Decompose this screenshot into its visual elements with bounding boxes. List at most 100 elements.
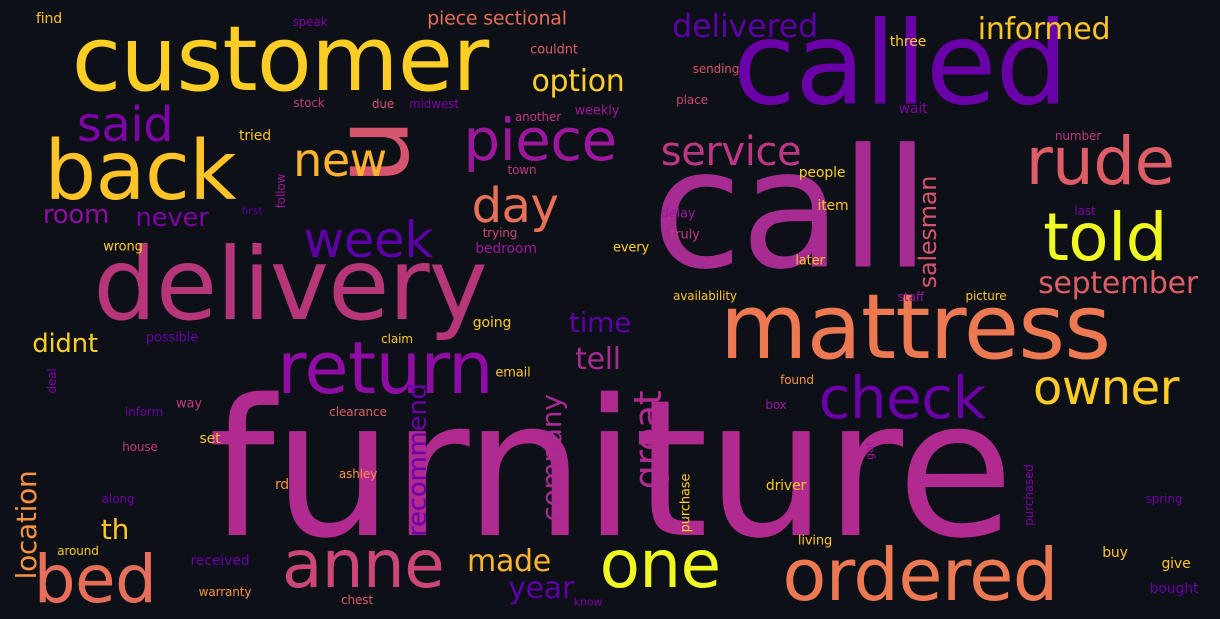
word-ashley: ashley <box>338 467 378 481</box>
word-set: set <box>199 431 221 447</box>
word-salesman: salesman <box>914 175 942 289</box>
word-wait: wait <box>898 101 928 117</box>
word-every: every <box>612 240 650 256</box>
word-customer: customer <box>71 7 490 112</box>
word-service: service <box>660 129 802 175</box>
word-give: give <box>1161 556 1191 572</box>
word-wrong: wrong <box>103 239 143 255</box>
word-day: day <box>471 178 559 234</box>
word-deal: deal <box>45 368 59 394</box>
word-clearance: clearance <box>329 405 387 419</box>
word-found: found <box>780 373 814 387</box>
word-possible: possible <box>145 330 199 346</box>
word-way: way <box>176 396 202 412</box>
word-told: told <box>1043 199 1168 276</box>
word-back: back <box>44 124 236 219</box>
word-option: option <box>531 64 625 99</box>
word-spring: spring <box>1145 492 1183 506</box>
word-call: call <box>651 113 931 306</box>
word-purchased: purchased <box>1022 464 1036 526</box>
word-living: living <box>797 533 833 549</box>
word-stock: stock <box>293 96 325 110</box>
word-town: town <box>507 163 537 177</box>
word-never: never <box>135 203 209 233</box>
word-piece: piece <box>463 106 617 174</box>
word-rd: rd <box>274 477 290 493</box>
word-availability: availability <box>673 289 737 303</box>
word-called: called <box>732 0 1069 132</box>
word-owner: owner <box>1033 360 1179 416</box>
word-furniture: furniture <box>208 359 1014 580</box>
word-item: item <box>817 198 849 214</box>
word-anne: anne <box>281 526 445 603</box>
word-number: number <box>1054 129 1102 143</box>
word-know: know <box>573 595 603 609</box>
word-delay: delay <box>660 206 696 222</box>
word-didnt: didnt <box>32 329 98 359</box>
word-truly: truly <box>670 227 700 243</box>
word-return: return <box>277 326 494 410</box>
word-mattress: mattress <box>719 275 1111 380</box>
word-house: house <box>122 440 158 454</box>
word-trying: trying <box>482 226 518 240</box>
word-room: room <box>42 200 110 230</box>
word-box: box <box>765 398 787 412</box>
word-people: people <box>798 165 846 181</box>
word-time: time <box>568 306 632 339</box>
word-email: email <box>495 365 531 381</box>
word-staff: staff <box>897 290 925 304</box>
word-week: week <box>303 211 433 269</box>
word-warranty: warranty <box>198 585 252 599</box>
word-speak: speak <box>292 15 328 29</box>
word-bedroom: bedroom <box>475 241 537 257</box>
word-company: company <box>535 394 568 522</box>
word-later: later <box>795 253 825 269</box>
word-claim: claim <box>381 332 413 346</box>
word-couldnt: couldnt <box>530 42 578 58</box>
word-delivery: delivery <box>93 226 488 343</box>
word-bought: bought <box>1149 581 1199 597</box>
word-picture: picture <box>965 289 1007 303</box>
word-last: last <box>1074 204 1096 218</box>
word-purchase: purchase <box>678 473 694 533</box>
word-three: three <box>889 34 927 50</box>
word-follow: follow <box>274 173 288 209</box>
word-said: said <box>76 97 174 153</box>
word-going: going <box>472 315 512 331</box>
word-rude: rude <box>1025 123 1175 200</box>
word-location: location <box>10 470 43 580</box>
word-around: around <box>57 544 99 558</box>
word-place: place <box>676 93 708 107</box>
word-midwest: midwest <box>409 97 459 111</box>
word-ordered: ordered <box>782 533 1058 617</box>
word-got: got <box>863 442 877 460</box>
word-new: new <box>293 133 387 187</box>
word-tell: tell <box>575 342 621 377</box>
word-made: made <box>467 544 551 579</box>
word-buy: buy <box>1102 545 1128 561</box>
word-informed: informed <box>977 12 1111 47</box>
word-tried: tried <box>239 128 271 144</box>
word-check: check <box>818 364 987 432</box>
word-chest: chest <box>341 593 373 607</box>
word-driver: driver <box>765 478 807 494</box>
word-year: year <box>508 571 574 606</box>
word-weekly: weekly <box>574 103 620 119</box>
word-another: another <box>514 110 562 124</box>
word-received: received <box>190 553 250 569</box>
word-recommend: recommend <box>403 383 433 537</box>
word-september: september <box>1038 266 1198 301</box>
word-find: find <box>35 11 63 27</box>
word-great: great <box>626 390 670 490</box>
word-th: th <box>100 513 130 546</box>
word-due: due <box>371 97 395 111</box>
word-along: along <box>101 492 135 506</box>
word-delivered: delivered <box>672 7 818 45</box>
word-bed: bed <box>33 541 157 618</box>
word-piece-sectional: piece sectional <box>427 7 567 30</box>
word-one: one <box>599 526 722 603</box>
word-inform: inform <box>124 405 164 419</box>
word-sending: sending <box>692 62 740 76</box>
word-first: first <box>241 204 263 218</box>
